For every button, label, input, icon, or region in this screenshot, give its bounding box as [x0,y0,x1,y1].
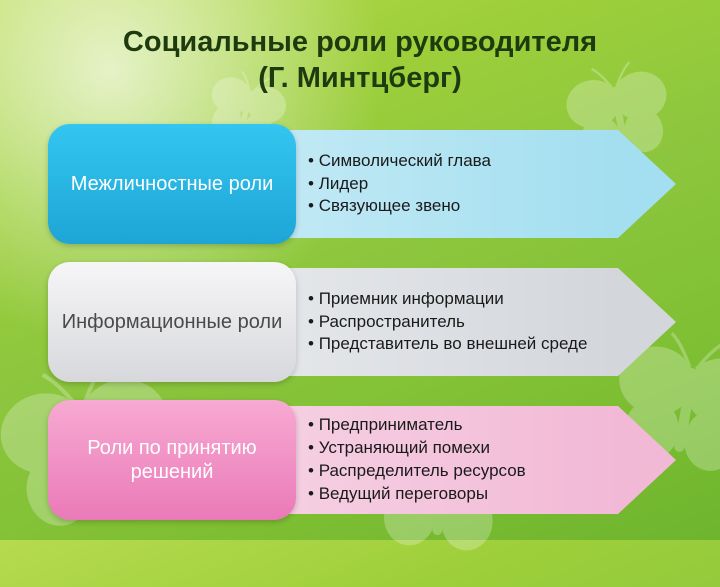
role-bullet-item: Символический глава [308,150,491,173]
title-line-1: Социальные роли руководителя [123,26,597,58]
slide-title: Социальные роли руководителя (Г. Минтцбе… [0,24,720,97]
role-bullet-item: Предприниматель [308,414,526,437]
arrow-head-icon [618,406,676,514]
role-bullet-item: Представитель во внешней среде [308,333,587,356]
role-bullet-item: Ведущий переговоры [308,483,526,506]
role-bullet-item: Устраняющий помехи [308,437,526,460]
role-category-box: Информационные роли [48,262,296,382]
role-row: Приемник информацииРаспространительПредс… [48,262,688,382]
role-bullet-item: Распространитель [308,311,587,334]
arrow-head-icon [618,130,676,238]
role-bullet-item: Приемник информации [308,288,587,311]
role-row: Символический главаЛидерСвязующее звено М… [48,124,688,244]
role-bullet-item: Лидер [308,173,491,196]
arrow-head-icon [618,268,676,376]
role-category-label: Роли по принятию решений [56,436,288,484]
role-bullet-item: Связующее звено [308,195,491,218]
role-bullet-item: Распределитель ресурсов [308,460,526,483]
role-bullets: ПредпринимательУстраняющий помехиРаспред… [308,414,526,506]
role-category-box: Роли по принятию решений [48,400,296,520]
role-bullets: Символический главаЛидерСвязующее звено [308,150,491,219]
roles-container: Символический главаЛидерСвязующее звено М… [48,124,688,538]
role-row: ПредпринимательУстраняющий помехиРаспред… [48,400,688,520]
role-category-label: Межличностные роли [71,172,274,196]
title-line-2: (Г. Минтцберг) [258,62,462,94]
role-category-label: Информационные роли [62,310,283,334]
role-bullets: Приемник информацииРаспространительПредс… [308,288,587,357]
role-category-box: Межличностные роли [48,124,296,244]
